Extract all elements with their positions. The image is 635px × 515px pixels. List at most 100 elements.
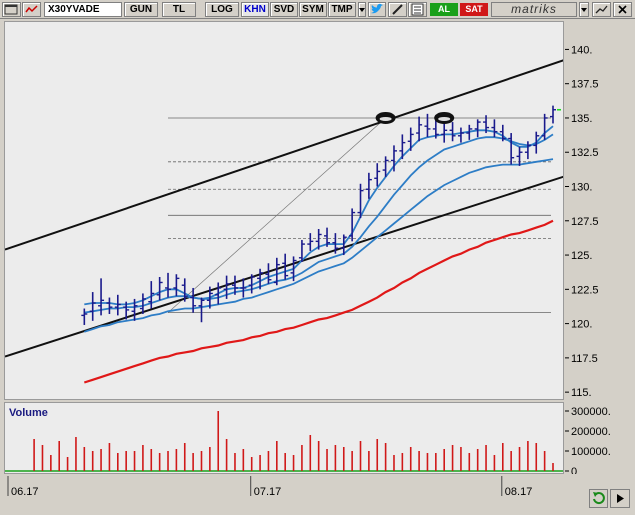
ohlc-bar <box>332 233 339 254</box>
ohlc-bar <box>173 274 180 297</box>
close-icon[interactable] <box>613 2 632 17</box>
price-tick-label: 122.5 <box>571 284 599 296</box>
ohlc-bar <box>340 234 347 256</box>
price-chart[interactable] <box>4 21 572 400</box>
twitter-icon[interactable] <box>368 2 386 17</box>
ohlc-bar <box>390 145 397 172</box>
toolbar: X30YVADE GUN TL LOG KHN SVD SYM TMP AL S… <box>0 0 635 19</box>
price-tick-label: 135. <box>571 113 592 125</box>
ohlc-bar <box>374 163 381 187</box>
ohlc-bar <box>541 113 548 140</box>
ohlc-bar <box>106 297 113 315</box>
price-tick-label: 115. <box>571 387 592 399</box>
ohlc-bar <box>474 119 481 138</box>
brand-logo: matriks <box>491 2 577 17</box>
ohlc-bar <box>449 122 456 142</box>
price-tick-label: 117.5 <box>571 353 598 365</box>
ohlc-bar <box>457 127 464 143</box>
gun-button[interactable]: GUN <box>124 2 158 17</box>
ohlc-bar <box>424 113 431 138</box>
ohlc-bar <box>156 276 163 301</box>
moving-average-2 <box>84 158 554 333</box>
fib-line <box>167 117 386 313</box>
ohlc-bar <box>181 278 188 302</box>
ohlc-bar <box>131 298 138 321</box>
ohlc-bar <box>198 297 205 323</box>
ohlc-bar <box>98 278 105 316</box>
ohlc-bar <box>223 275 230 299</box>
ohlc-bar <box>290 256 297 282</box>
ohlc-bar <box>240 278 247 298</box>
price-tick-label: 132.5 <box>571 147 599 159</box>
ohlc-bar <box>441 123 448 143</box>
ohlc-bar <box>349 208 356 242</box>
checklist-icon[interactable] <box>408 2 427 17</box>
date-tick-label: 07.17 <box>254 486 282 498</box>
ohlc-bar <box>407 127 414 151</box>
ohlc-bar <box>533 131 540 154</box>
log-button[interactable]: LOG <box>205 2 239 17</box>
price-tick-label: 125. <box>571 250 592 262</box>
ohlc-bar <box>466 124 473 140</box>
ohlc-bar <box>248 274 255 294</box>
price-tick-label: 137.5 <box>571 79 599 91</box>
ohlc-bar <box>491 119 498 138</box>
ohlc-bar <box>324 227 331 247</box>
scroll-right-icon[interactable] <box>610 489 630 508</box>
ohlc-bar <box>206 286 213 309</box>
symbol-field[interactable]: X30YVADE <box>44 2 122 17</box>
price-tick-label: 127.5 <box>571 216 599 228</box>
ohlc-bar <box>81 308 88 325</box>
ohlc-bar <box>273 257 280 286</box>
chart-type-icon[interactable] <box>592 2 611 17</box>
ohlc-bar <box>265 263 272 284</box>
khn-button[interactable]: KHN <box>241 2 269 17</box>
tl-button[interactable]: TL <box>162 2 196 17</box>
window-icon[interactable] <box>2 2 21 17</box>
trend-line-0 <box>4 56 572 251</box>
ohlc-bar <box>357 183 364 219</box>
volume-tick-label: 200000. <box>571 426 611 438</box>
volume-label: Volume <box>9 407 48 419</box>
ohlc-bar <box>282 253 289 280</box>
ohlc-bar <box>123 301 130 320</box>
ohlc-bar <box>298 239 305 262</box>
date-tick-label: 08.17 <box>505 486 533 498</box>
ohlc-bar <box>516 146 523 166</box>
date-tick-label: 06.17 <box>11 486 39 498</box>
sell-button[interactable]: SAT <box>460 3 488 16</box>
touch-marker-highlight-0 <box>379 116 392 121</box>
refresh-icon[interactable] <box>589 489 608 508</box>
ohlc-bar <box>550 105 556 124</box>
ohlc-bar <box>499 124 506 142</box>
brand-dropdown-icon[interactable] <box>579 2 589 17</box>
ohlc-bar <box>114 294 121 316</box>
menu-icon[interactable] <box>22 2 41 17</box>
ohlc-bar <box>215 282 222 305</box>
svd-button[interactable]: SVD <box>270 2 298 17</box>
ohlc-bar <box>165 272 172 298</box>
price-tick-label: 130. <box>571 182 592 194</box>
moving-average-1 <box>84 133 554 314</box>
touch-marker-highlight-1 <box>438 116 451 121</box>
ohlc-bar <box>89 292 96 321</box>
tmp-button[interactable]: TMP <box>328 2 356 17</box>
price-tick-label: 140. <box>571 44 592 56</box>
price-tick-label: 120. <box>571 319 592 331</box>
volume-tick-label: 100000. <box>571 446 611 458</box>
ohlc-bar <box>139 293 146 315</box>
ohlc-bar <box>365 172 372 199</box>
volume-tick-label: 300000. <box>571 406 611 418</box>
buy-button[interactable]: AL <box>430 3 458 16</box>
ohlc-bar <box>307 233 314 251</box>
ohlc-bar <box>190 287 197 313</box>
pencil-icon[interactable] <box>388 2 407 17</box>
volume-chart[interactable]: Volume <box>4 402 564 474</box>
ohlc-bar <box>231 275 238 295</box>
volume-tick-label: 0 <box>571 466 577 474</box>
dropdown-arrow-icon[interactable] <box>358 2 366 17</box>
ohlc-bar <box>382 156 389 177</box>
sym-button[interactable]: SYM <box>299 2 327 17</box>
price-axis: 115. 117.5 120. 122.5 125. 127.5 130. 132.5 135.… <box>565 21 635 400</box>
